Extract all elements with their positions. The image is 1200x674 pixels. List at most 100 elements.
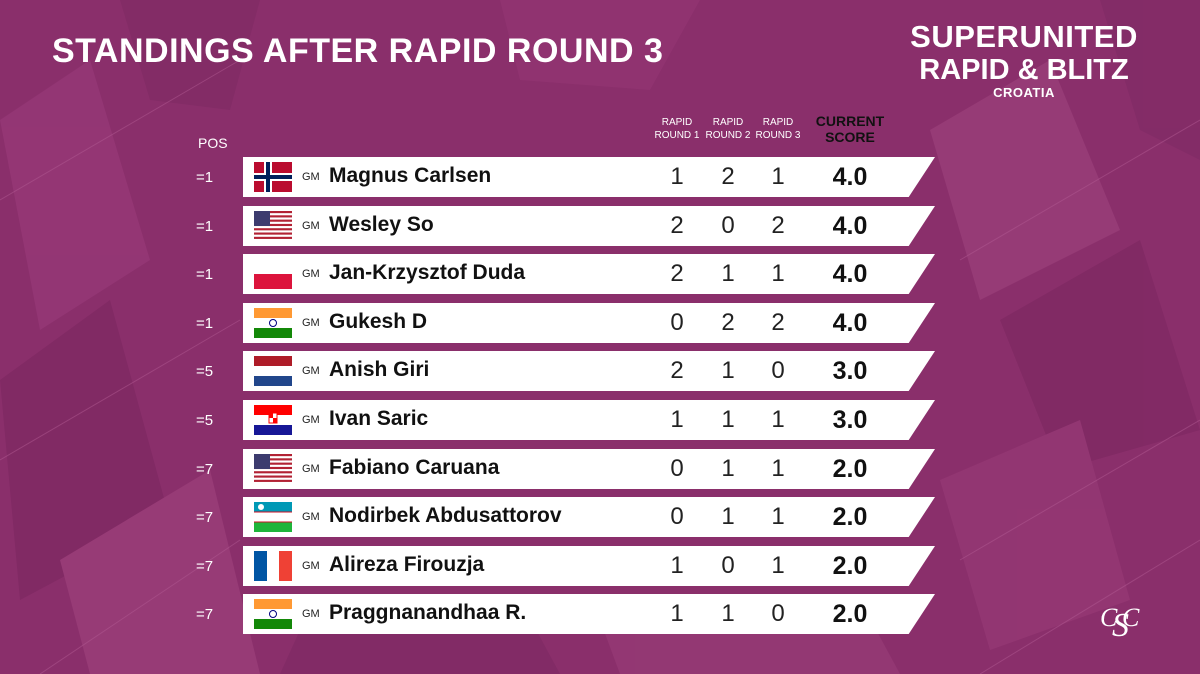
player-bar <box>243 546 935 586</box>
round1-score: 2 <box>670 357 684 384</box>
title-label: GM <box>302 268 320 280</box>
round3-score: 1 <box>771 455 785 482</box>
player-bar <box>243 497 935 537</box>
title-label: GM <box>302 317 320 329</box>
france-flag-icon <box>254 551 292 581</box>
round2-score: 1 <box>721 503 735 530</box>
current-score: 4.0 <box>832 163 868 191</box>
round1-score: 1 <box>670 552 684 579</box>
position-label: =5 <box>196 363 214 380</box>
round3-score: 0 <box>771 600 785 627</box>
player-bar <box>243 157 935 197</box>
svg-text:S: S <box>1112 607 1129 642</box>
position-label: =7 <box>196 461 214 478</box>
player-bar <box>243 303 935 343</box>
player-bar <box>243 400 935 440</box>
position-label: =5 <box>196 412 214 429</box>
player-bar <box>243 254 935 294</box>
standings-row: =7 GM Fabiano Caruana 0 1 1 2.0 <box>0 449 1200 489</box>
position-label: =7 <box>196 558 214 575</box>
current-score: 2.0 <box>832 552 868 580</box>
position-label: =1 <box>196 266 214 283</box>
sc-monogram-icon: C S C <box>1100 603 1140 642</box>
round1-header-line2: ROUND 1 <box>654 130 700 141</box>
round2-score: 0 <box>721 552 735 579</box>
round2-score: 1 <box>721 260 735 287</box>
round2-header-line2: ROUND 2 <box>705 130 751 141</box>
player-name: Jan-Krzysztof Duda <box>329 261 526 284</box>
round1-score: 1 <box>670 406 684 433</box>
score-column-header: CURRENT SCORE <box>814 113 886 145</box>
india-flag-icon <box>254 308 292 338</box>
round3-score: 1 <box>771 163 785 190</box>
player-name: Anish Giri <box>329 358 430 381</box>
uzbekistan-flag-icon <box>254 502 292 532</box>
round1-score: 2 <box>670 212 684 239</box>
position-label: =1 <box>196 315 214 332</box>
current-score: 2.0 <box>832 503 868 531</box>
current-score: 3.0 <box>832 357 868 385</box>
round1-score: 1 <box>670 600 684 627</box>
netherlands-flag-icon <box>254 356 292 386</box>
standings-row: =7 GM Alireza Firouzja 1 0 1 2.0 <box>0 546 1200 586</box>
round1-score: 0 <box>670 309 684 336</box>
title-label: GM <box>302 171 320 183</box>
title-label: GM <box>302 608 320 620</box>
position-label: =7 <box>196 509 214 526</box>
round3-score: 1 <box>771 552 785 579</box>
standings-row: =1 GM Jan-Krzysztof Duda 2 1 1 4.0 <box>0 254 1200 294</box>
player-bar <box>243 206 935 246</box>
current-score: 2.0 <box>832 455 868 483</box>
standings-row: =7 GM Nodirbek Abdusattorov 0 1 1 2.0 <box>0 497 1200 537</box>
round2-score: 0 <box>721 212 735 239</box>
usa-flag-icon <box>254 211 292 239</box>
event-logo-line2: RAPID & BLITZ <box>919 54 1129 86</box>
round1-column-header: RAPID ROUND 1 <box>653 116 701 142</box>
player-name: Fabiano Caruana <box>329 456 500 479</box>
current-score: 3.0 <box>832 406 868 434</box>
score-header-line1: CURRENT <box>815 113 885 129</box>
round2-score: 2 <box>721 309 735 336</box>
round2-score: 1 <box>721 357 735 384</box>
event-logo-line3: CROATIA <box>993 85 1055 100</box>
position-label: =7 <box>196 606 214 623</box>
player-name: Ivan Saric <box>329 407 429 430</box>
title-label: GM <box>302 560 320 572</box>
player-name: Praggnanandhaa R. <box>329 601 527 624</box>
title-label: GM <box>302 511 320 523</box>
round2-score: 1 <box>721 406 735 433</box>
position-label: =1 <box>196 169 214 186</box>
player-bar <box>243 351 935 391</box>
current-score: 2.0 <box>832 600 868 628</box>
title-label: GM <box>302 463 320 475</box>
player-name: Magnus Carlsen <box>329 164 492 187</box>
round1-score: 2 <box>670 260 684 287</box>
round3-header-line2: ROUND 3 <box>755 130 801 141</box>
player-bar <box>243 449 935 489</box>
standings-row: =1 GM Gukesh D 0 2 2 4.0 <box>0 303 1200 343</box>
round1-header-line1: RAPID <box>661 117 693 128</box>
round3-score: 1 <box>771 260 785 287</box>
pos-column-header: POS <box>198 135 228 151</box>
croatia-flag-icon <box>254 405 292 435</box>
title-label: GM <box>302 414 320 426</box>
title-label: GM <box>302 220 320 232</box>
current-score: 4.0 <box>832 260 868 288</box>
page-title: STANDINGS AFTER RAPID ROUND 3 <box>52 32 664 70</box>
round2-score: 1 <box>721 455 735 482</box>
score-header-line2: SCORE <box>825 129 875 145</box>
round2-score: 2 <box>721 163 735 190</box>
round1-score: 1 <box>670 163 684 190</box>
round2-column-header: RAPID ROUND 2 <box>704 116 752 142</box>
standings-row: =1 GM Wesley So 2 0 2 4.0 <box>0 206 1200 246</box>
round3-score: 2 <box>771 309 785 336</box>
round3-score: 2 <box>771 212 785 239</box>
norway-flag-icon <box>254 162 292 192</box>
position-label: =1 <box>196 218 214 235</box>
poland-flag-icon <box>254 259 292 289</box>
round2-score: 1 <box>721 600 735 627</box>
current-score: 4.0 <box>832 309 868 337</box>
standings-row: =5 GM Anish Giri 2 1 0 3.0 <box>0 351 1200 391</box>
round3-score: 0 <box>771 357 785 384</box>
